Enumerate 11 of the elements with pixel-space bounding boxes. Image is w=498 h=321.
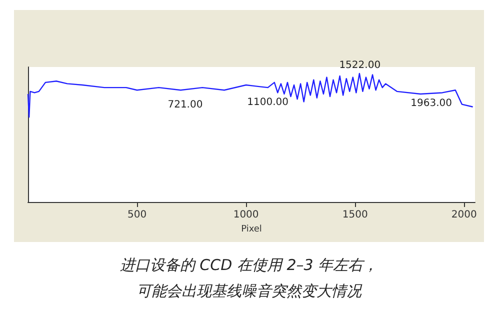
x-axis-title: Pixel [241, 224, 262, 234]
x-tick-label: 500 [127, 210, 147, 220]
annotation: 1522.00 [339, 60, 381, 72]
annotation: 1100.00 [247, 97, 289, 108]
x-tick-label: 2000 [451, 210, 477, 220]
text: 可能会出现基线噪音突然变大情况 [136, 281, 364, 302]
text: 进口设备的 CCD 在使用 2–3 年左右， [118, 255, 380, 276]
annotation: 1963.00 [410, 98, 452, 109]
x-tick-label: 1500 [342, 210, 368, 220]
x-tick-label: 1000 [233, 210, 259, 220]
annotation: 721.00 [168, 100, 203, 111]
